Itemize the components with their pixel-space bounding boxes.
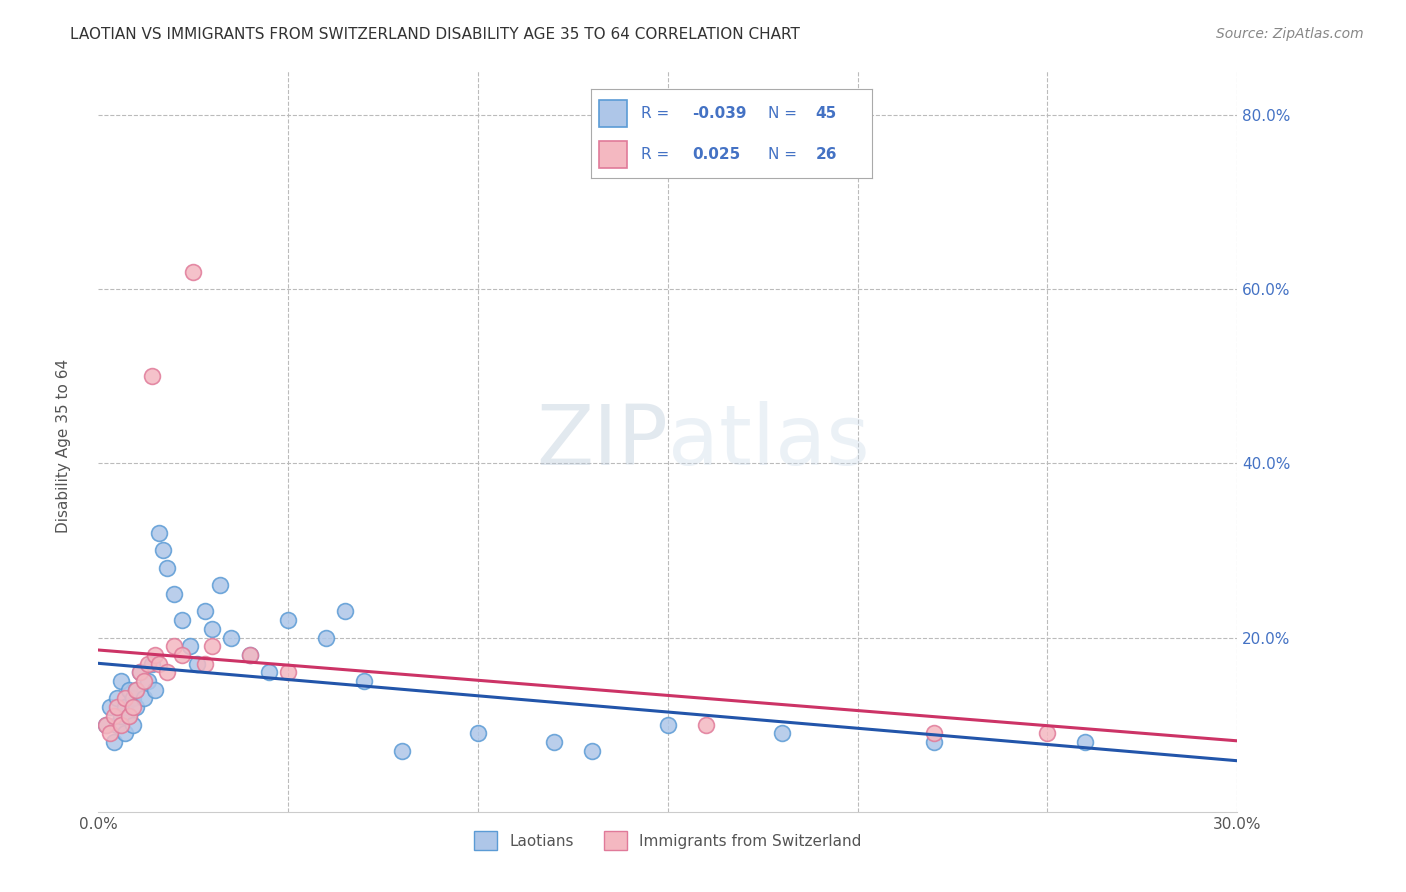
Text: 45: 45	[815, 106, 837, 120]
Text: 26: 26	[815, 147, 837, 161]
Point	[129, 665, 152, 680]
Point	[152, 543, 174, 558]
Point	[141, 657, 163, 671]
Text: atlas: atlas	[668, 401, 869, 482]
Point	[114, 691, 136, 706]
Point	[114, 726, 136, 740]
Point	[922, 735, 945, 749]
Point	[121, 717, 143, 731]
Point	[125, 682, 148, 697]
Point	[94, 717, 117, 731]
Point	[239, 648, 262, 662]
Point	[129, 665, 152, 680]
Point	[315, 631, 337, 645]
Point	[170, 613, 193, 627]
Point	[132, 691, 155, 706]
Point	[136, 657, 159, 671]
Point	[163, 639, 186, 653]
Point	[1074, 735, 1097, 749]
Point	[277, 613, 299, 627]
Point	[103, 709, 125, 723]
Point	[335, 604, 357, 618]
Point	[695, 717, 717, 731]
Point	[107, 700, 129, 714]
Text: N =: N =	[768, 147, 797, 161]
Text: Source: ZipAtlas.com: Source: ZipAtlas.com	[1216, 27, 1364, 41]
Legend: Laotians, Immigrants from Switzerland: Laotians, Immigrants from Switzerland	[468, 825, 868, 856]
Point	[94, 717, 117, 731]
Bar	[599, 141, 627, 168]
Point	[1036, 726, 1059, 740]
Text: R =: R =	[641, 147, 669, 161]
Point	[186, 657, 208, 671]
Point	[141, 369, 163, 384]
Text: R =: R =	[641, 106, 669, 120]
Point	[114, 700, 136, 714]
Point	[657, 717, 679, 731]
Text: LAOTIAN VS IMMIGRANTS FROM SWITZERLAND DISABILITY AGE 35 TO 64 CORRELATION CHART: LAOTIAN VS IMMIGRANTS FROM SWITZERLAND D…	[70, 27, 800, 42]
Point	[467, 726, 489, 740]
Point	[543, 735, 565, 749]
Point	[98, 726, 121, 740]
Text: -0.039: -0.039	[692, 106, 747, 120]
Point	[221, 631, 243, 645]
Point	[110, 709, 132, 723]
Point	[118, 682, 141, 697]
Point	[353, 674, 375, 689]
Point	[922, 726, 945, 740]
Point	[110, 674, 132, 689]
Point	[170, 648, 193, 662]
Point	[118, 709, 141, 723]
Point	[163, 587, 186, 601]
Point	[132, 674, 155, 689]
Point	[98, 700, 121, 714]
Point	[107, 691, 129, 706]
Point	[148, 657, 170, 671]
Bar	[599, 100, 627, 127]
Point	[148, 526, 170, 541]
Point	[770, 726, 793, 740]
Point	[103, 735, 125, 749]
Point	[156, 665, 179, 680]
Point	[156, 561, 179, 575]
Text: Disability Age 35 to 64: Disability Age 35 to 64	[56, 359, 70, 533]
Point	[125, 700, 148, 714]
Point	[179, 639, 201, 653]
Point	[145, 648, 167, 662]
Point	[259, 665, 281, 680]
Point	[201, 639, 224, 653]
Point	[145, 682, 167, 697]
Text: ZIP: ZIP	[536, 401, 668, 482]
Point	[194, 657, 217, 671]
Point	[118, 709, 141, 723]
Point	[201, 622, 224, 636]
Point	[136, 674, 159, 689]
Point	[239, 648, 262, 662]
Point	[183, 265, 205, 279]
Point	[125, 682, 148, 697]
Point	[121, 691, 143, 706]
Point	[391, 744, 413, 758]
Point	[194, 604, 217, 618]
Point	[208, 578, 231, 592]
Point	[121, 700, 143, 714]
Point	[107, 717, 129, 731]
Point	[110, 717, 132, 731]
Point	[277, 665, 299, 680]
Text: 0.025: 0.025	[692, 147, 740, 161]
Point	[581, 744, 603, 758]
Text: N =: N =	[768, 106, 797, 120]
